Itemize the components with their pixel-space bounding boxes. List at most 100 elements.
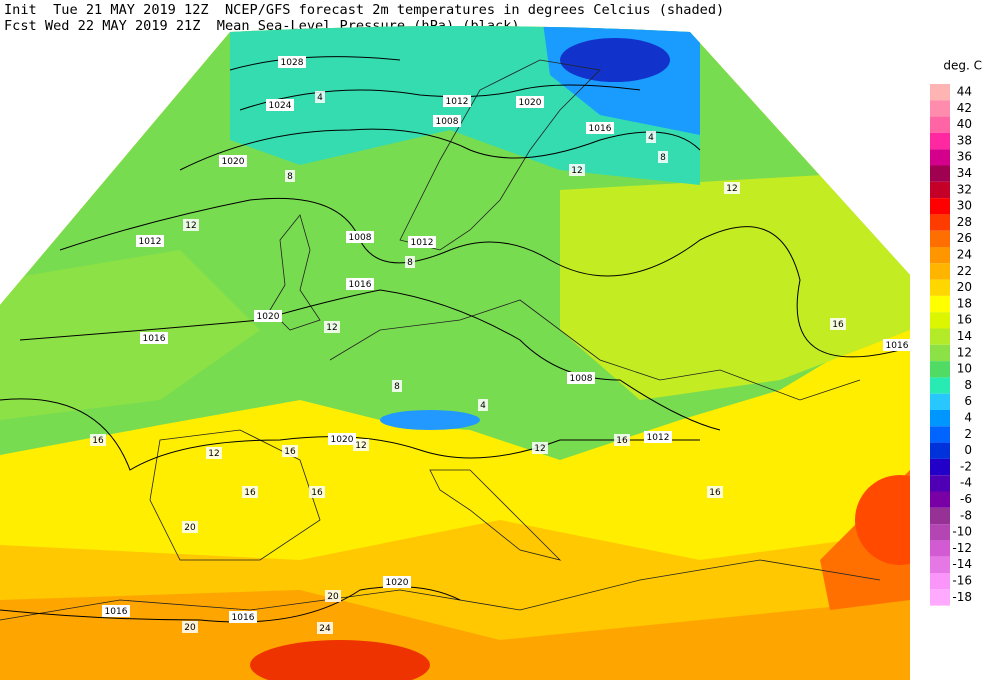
label-box [229,611,257,623]
legend-swatch [930,312,950,329]
label-box [315,91,325,103]
temperature-label: 16 [709,488,721,498]
isobar-label: 1016 [886,341,909,351]
legend-label: 36 [957,150,972,164]
legend-swatch [930,589,950,606]
label-box [644,431,672,443]
shading [855,475,910,565]
label-box [408,236,436,248]
label-box [182,521,198,533]
temperature-label: 8 [394,382,400,392]
label-box [516,96,544,108]
legend-label: -14 [952,557,972,571]
temperature-label: 16 [284,447,296,457]
shading [0,250,260,420]
isobar-label: 1012 [647,433,670,443]
label-box [658,151,668,163]
temperature-label: 24 [319,624,331,634]
temperature-label: 16 [92,436,104,446]
label-box [136,235,164,247]
legend-label: 24 [957,248,972,262]
legend-swatch [930,573,950,590]
coastline [269,214,321,331]
legend-swatch [930,295,950,313]
legend-label: 34 [957,166,972,180]
temperature-label: 12 [571,166,582,176]
label-box [532,442,548,454]
label-box [346,231,374,243]
temperature-label: 4 [317,93,323,103]
label-box [883,339,911,351]
isobar-label: 1008 [570,374,593,384]
label-box [309,486,325,498]
legend-label: 26 [957,231,972,245]
label-box [219,155,247,167]
label-box [392,380,402,392]
legend-label: 40 [957,117,972,131]
legend-label: 0 [964,443,972,457]
legend-label: 14 [957,329,972,343]
shading [380,410,480,430]
legend-label: 2 [964,427,972,441]
label-box [278,56,306,68]
isobar-label: 1016 [143,334,166,344]
legend-swatch [930,458,950,476]
label-box [614,434,630,446]
isobar-label: 1028 [281,58,304,68]
label-box [707,486,723,498]
isobar-label: 1012 [411,238,434,248]
legend-swatch [930,214,950,231]
legend-label: -10 [952,525,972,539]
isobar [19,289,721,431]
isobar-label: 1016 [589,124,612,134]
label-box [285,170,295,182]
isobar [179,128,701,171]
isobar-label: 1020 [222,157,245,167]
isobar-label: 1016 [105,607,128,617]
legend-swatch [930,524,950,541]
legend-label: 30 [957,199,972,213]
temperature-label: 16 [311,488,323,498]
isobar [59,197,901,358]
label-box [90,434,106,446]
legend-swatch [930,442,950,459]
isobar-label: 1012 [446,97,469,107]
label-box [569,164,585,176]
label-box [140,332,168,344]
label-box [102,605,130,617]
legend-label: 42 [957,101,972,115]
legend-swatch [930,556,950,573]
legend-label: 28 [957,215,972,229]
label-box [433,115,461,127]
legend-label: -18 [952,590,972,604]
label-box [383,576,411,588]
isobar-label: 1020 [519,98,542,108]
legend-swatch [930,393,950,410]
legend-label: 4 [964,411,972,425]
legend-label: 12 [957,345,972,359]
legend-label: 22 [957,264,972,278]
temperature-label: 16 [832,320,844,330]
isobar-label: 1024 [269,101,292,111]
temperature-label: 20 [184,623,196,633]
legend-label: -16 [952,574,972,588]
isobar-label: 1020 [331,435,354,445]
temperature-label: 8 [407,258,413,268]
legend-label: 38 [957,133,972,147]
legend-swatch [930,116,950,133]
temperature-label: 20 [184,523,196,533]
shading [560,170,910,400]
label-box [830,318,846,330]
temperature-label: 12 [208,449,219,459]
label-box [346,278,374,290]
temperature-label: 16 [616,436,628,446]
legend-swatch [930,198,950,215]
legend-label: 18 [957,296,972,310]
legend-swatch [930,181,950,199]
legend-swatch [930,279,950,296]
temperature-label: 12 [326,323,337,333]
legend-swatch [930,247,950,264]
temperature-label: 12 [726,184,737,194]
isobar-label: 1020 [257,312,280,322]
